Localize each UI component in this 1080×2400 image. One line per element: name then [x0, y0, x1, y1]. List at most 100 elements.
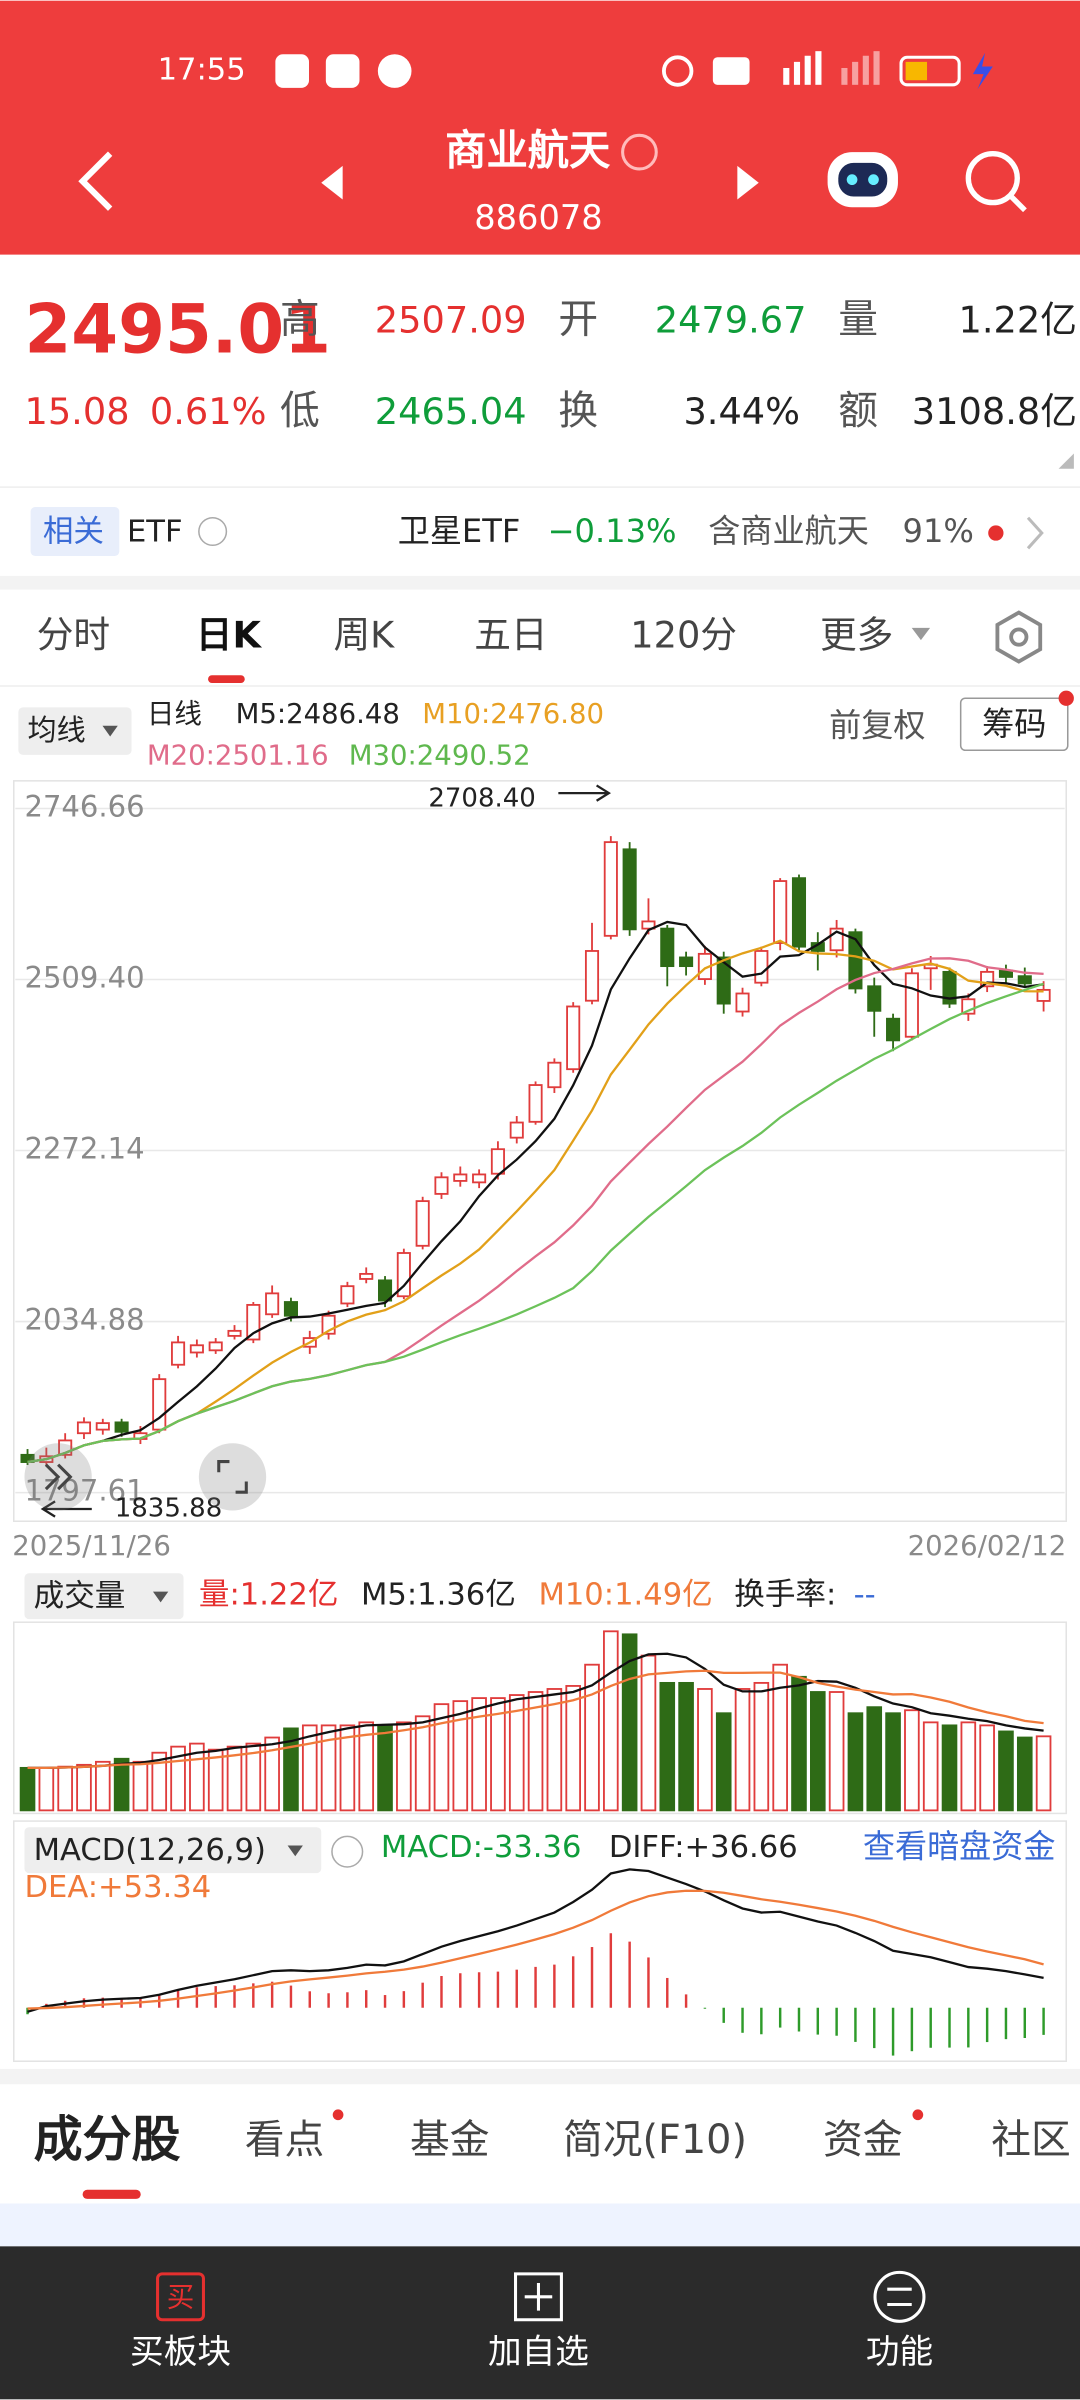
volume-bar — [207, 1748, 224, 1812]
chips-button[interactable] — [959, 697, 1069, 752]
candle-body — [434, 1176, 449, 1195]
volume-chart — [19, 1630, 1052, 1812]
tab[interactable]: 更多 — [820, 614, 893, 657]
expand-button[interactable] — [24, 1443, 92, 1511]
volume-bar — [941, 1724, 958, 1812]
volume-m10: M10:1.49亿 — [538, 1578, 712, 1613]
dark-pool-link[interactable]: 查看暗盘资金 — [863, 1828, 1056, 1866]
selector-bg[interactable] — [24, 1827, 322, 1874]
label: 换 — [558, 388, 598, 434]
etf-name[interactable]: 卫星ETF — [398, 512, 521, 550]
search-button[interactable] — [965, 150, 1027, 213]
dot — [988, 525, 1004, 541]
nav-item[interactable]: 加自选 — [488, 2332, 589, 2371]
chips: 筹码 — [982, 705, 1046, 743]
y-tick-label: 2746.66 — [24, 789, 144, 823]
candle-body — [20, 1453, 35, 1463]
candle-body — [509, 1121, 524, 1139]
bottom-tab[interactable]: 简况(F10) — [563, 2117, 747, 2163]
volume-bar — [452, 1700, 469, 1812]
candle-body — [735, 992, 750, 1013]
turnover-value: -- — [854, 1578, 876, 1613]
candle-body — [152, 1378, 167, 1431]
etf-label: ETF — [127, 515, 183, 550]
help-icon[interactable] — [198, 516, 228, 547]
nav-item[interactable]: 功能 — [866, 2332, 933, 2371]
fullscreen-button[interactable] — [198, 1443, 267, 1511]
volume-bar — [1016, 1736, 1033, 1812]
bottom-tab[interactable]: 资金 — [823, 2117, 903, 2163]
prev-button[interactable] — [321, 165, 343, 200]
nav-item[interactable]: 买板块 — [130, 2332, 231, 2371]
tab[interactable]: 120分 — [630, 614, 737, 657]
volume-bar — [960, 1721, 977, 1812]
candle-body — [716, 956, 731, 1005]
dropdown-icon — [152, 1591, 169, 1603]
price-chart: 2746.66 2509.40 2272.14 2034.88 1797.61 — [15, 789, 1065, 1508]
volume-bar — [828, 1691, 845, 1812]
label: 额 — [838, 388, 878, 434]
candle-body — [1036, 988, 1051, 1002]
volume-bar — [320, 1724, 337, 1812]
volume-bar — [603, 1630, 619, 1812]
price-frame — [13, 780, 1067, 1523]
adjust[interactable]: 前复权 — [829, 706, 925, 744]
candle-body — [415, 1200, 430, 1247]
robot-button[interactable] — [827, 152, 898, 208]
candle-body — [396, 1252, 411, 1298]
macd-selector[interactable]: MACD(12,26,9) — [34, 1833, 266, 1868]
tab[interactable]: 分时 — [37, 614, 110, 657]
tag: 相关 — [43, 515, 104, 550]
bottom-tab[interactable]: 成分股 — [34, 2111, 181, 2168]
tab[interactable]: 周K — [333, 614, 395, 657]
volume-bar — [19, 1766, 36, 1812]
candle-body — [603, 841, 618, 937]
code: 886078 — [474, 198, 602, 237]
ma10: M10:2476.80 — [422, 698, 604, 730]
chevron[interactable] — [1026, 516, 1044, 550]
volume-bar — [659, 1681, 676, 1812]
info-icon[interactable] — [621, 133, 658, 171]
dropdown-icon — [287, 1845, 303, 1857]
volume-selector[interactable]: 成交量 — [34, 1579, 126, 1614]
nav-bar — [0, 2246, 1080, 2400]
value: 2479.67 — [655, 298, 807, 341]
candle-body — [472, 1173, 487, 1184]
diff-line — [27, 1868, 1044, 2013]
candle-body — [1017, 975, 1032, 985]
candle-body — [791, 877, 807, 948]
back-button[interactable] — [78, 151, 113, 211]
volume-ma-line — [27, 1652, 1044, 1770]
selector-bg[interactable] — [24, 1573, 184, 1620]
tabs: 分时 日K 周K 五日 120分 更多 — [37, 614, 894, 657]
tab[interactable]: 五日 — [474, 614, 547, 657]
ma-selector[interactable]: 均线 — [28, 713, 86, 747]
volume-bar — [640, 1654, 657, 1812]
menu-icon — [873, 2270, 926, 2323]
bottom-tab[interactable]: 基金 — [410, 2117, 490, 2163]
volume-bar — [94, 1760, 111, 1812]
settings-button[interactable] — [995, 610, 1043, 664]
candle-body — [340, 1285, 355, 1305]
y-tick-label: 1797.61 — [24, 1474, 144, 1508]
selector-bg[interactable] — [18, 707, 132, 755]
volume-bar — [753, 1681, 770, 1812]
volume-ma-line — [27, 1669, 1044, 1770]
notice-strip — [0, 2203, 1080, 2247]
tab-underline — [82, 2189, 141, 2199]
volume-bar — [584, 1663, 600, 1812]
bottom-tab[interactable]: 社区 — [991, 2117, 1071, 2163]
candle-body — [528, 1084, 543, 1123]
candle-body — [679, 956, 694, 968]
candle-body — [453, 1173, 468, 1182]
volume-bar — [527, 1691, 544, 1812]
tab[interactable]: 日K — [196, 614, 263, 657]
dea-line — [27, 1889, 1044, 2010]
next-button[interactable] — [737, 165, 759, 200]
band — [0, 2068, 1080, 2085]
help-icon[interactable] — [331, 1835, 364, 1868]
candle-body — [848, 931, 863, 990]
candle-body — [547, 1061, 562, 1089]
change: 15.08 — [24, 390, 129, 433]
bottom-tab[interactable]: 看点 — [245, 2117, 325, 2163]
